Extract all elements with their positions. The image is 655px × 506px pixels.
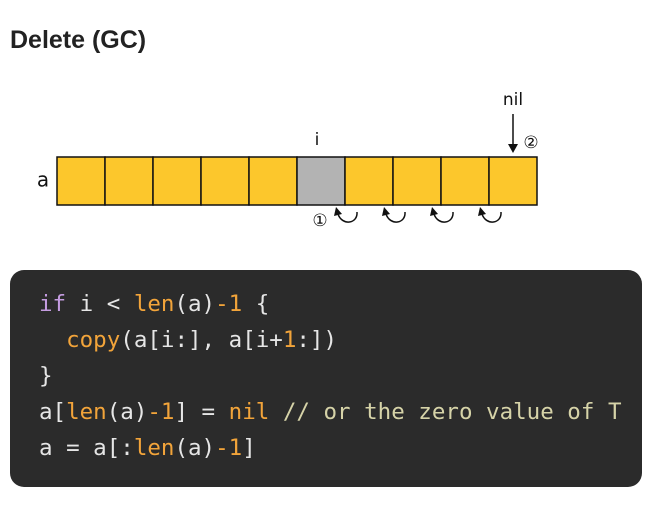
shift-arrows: [337, 211, 502, 223]
array-cell: [392, 156, 442, 206]
code-line: a = a[:len(a)-1]: [39, 433, 256, 463]
code-token: i <: [66, 291, 134, 317]
code-token: (a): [174, 291, 216, 317]
code-line: if i < len(a)-1 {: [39, 289, 269, 319]
array-cell: [104, 156, 154, 206]
array-cell: [488, 156, 538, 206]
array-cell: [440, 156, 490, 206]
array-cell: [56, 156, 106, 206]
array-cell: [152, 156, 202, 206]
code-token: copy: [66, 327, 121, 353]
code-line: copy(a[i:], a[i+1:]): [39, 325, 337, 355]
code-token: a[: [39, 399, 67, 425]
array-cell: [200, 156, 250, 206]
code-token: a = a[:: [39, 435, 134, 461]
index-label: i: [315, 130, 320, 150]
code-token: len: [66, 399, 107, 425]
code-token: (a): [174, 435, 216, 461]
step-2: ②: [523, 133, 538, 153]
code-line: a[len(a)-1] = nil // or the zero value o…: [39, 397, 622, 427]
array-label: a: [37, 168, 49, 192]
code-token: len: [133, 291, 175, 317]
code-token: {: [242, 291, 270, 317]
code-token: (a): [106, 399, 148, 425]
code-token: // or the zero value of T: [269, 399, 622, 425]
array-cell: [296, 156, 346, 206]
nil-arrowhead: [508, 144, 518, 153]
diagram: a i nil ② ①: [37, 90, 539, 231]
shift-arrowheads: [334, 207, 486, 216]
code-token: [39, 327, 66, 353]
step-1: ①: [312, 211, 327, 231]
code-token: -1: [215, 291, 243, 317]
code-token: ]: [242, 435, 256, 461]
code-token: nil: [228, 399, 270, 425]
array-cell: [248, 156, 298, 206]
title: Delete (GC): [10, 26, 147, 54]
code-token: (a[i:], a[i+: [120, 327, 283, 353]
code-token: }: [39, 363, 53, 389]
code-token: if: [39, 291, 67, 317]
array: [56, 156, 538, 206]
code-token: -1: [215, 435, 243, 461]
code-line: }: [39, 361, 53, 391]
code-token: len: [133, 435, 175, 461]
code-token: :]): [296, 327, 338, 353]
code-token: 1: [282, 327, 297, 353]
nil-label: nil: [503, 90, 523, 110]
code-block: if i < len(a)-1 { copy(a[i:], a[i+1:])} a…: [10, 270, 642, 487]
array-cell: [344, 156, 394, 206]
code-token: -1: [147, 399, 175, 425]
code-token: ] =: [174, 399, 229, 425]
